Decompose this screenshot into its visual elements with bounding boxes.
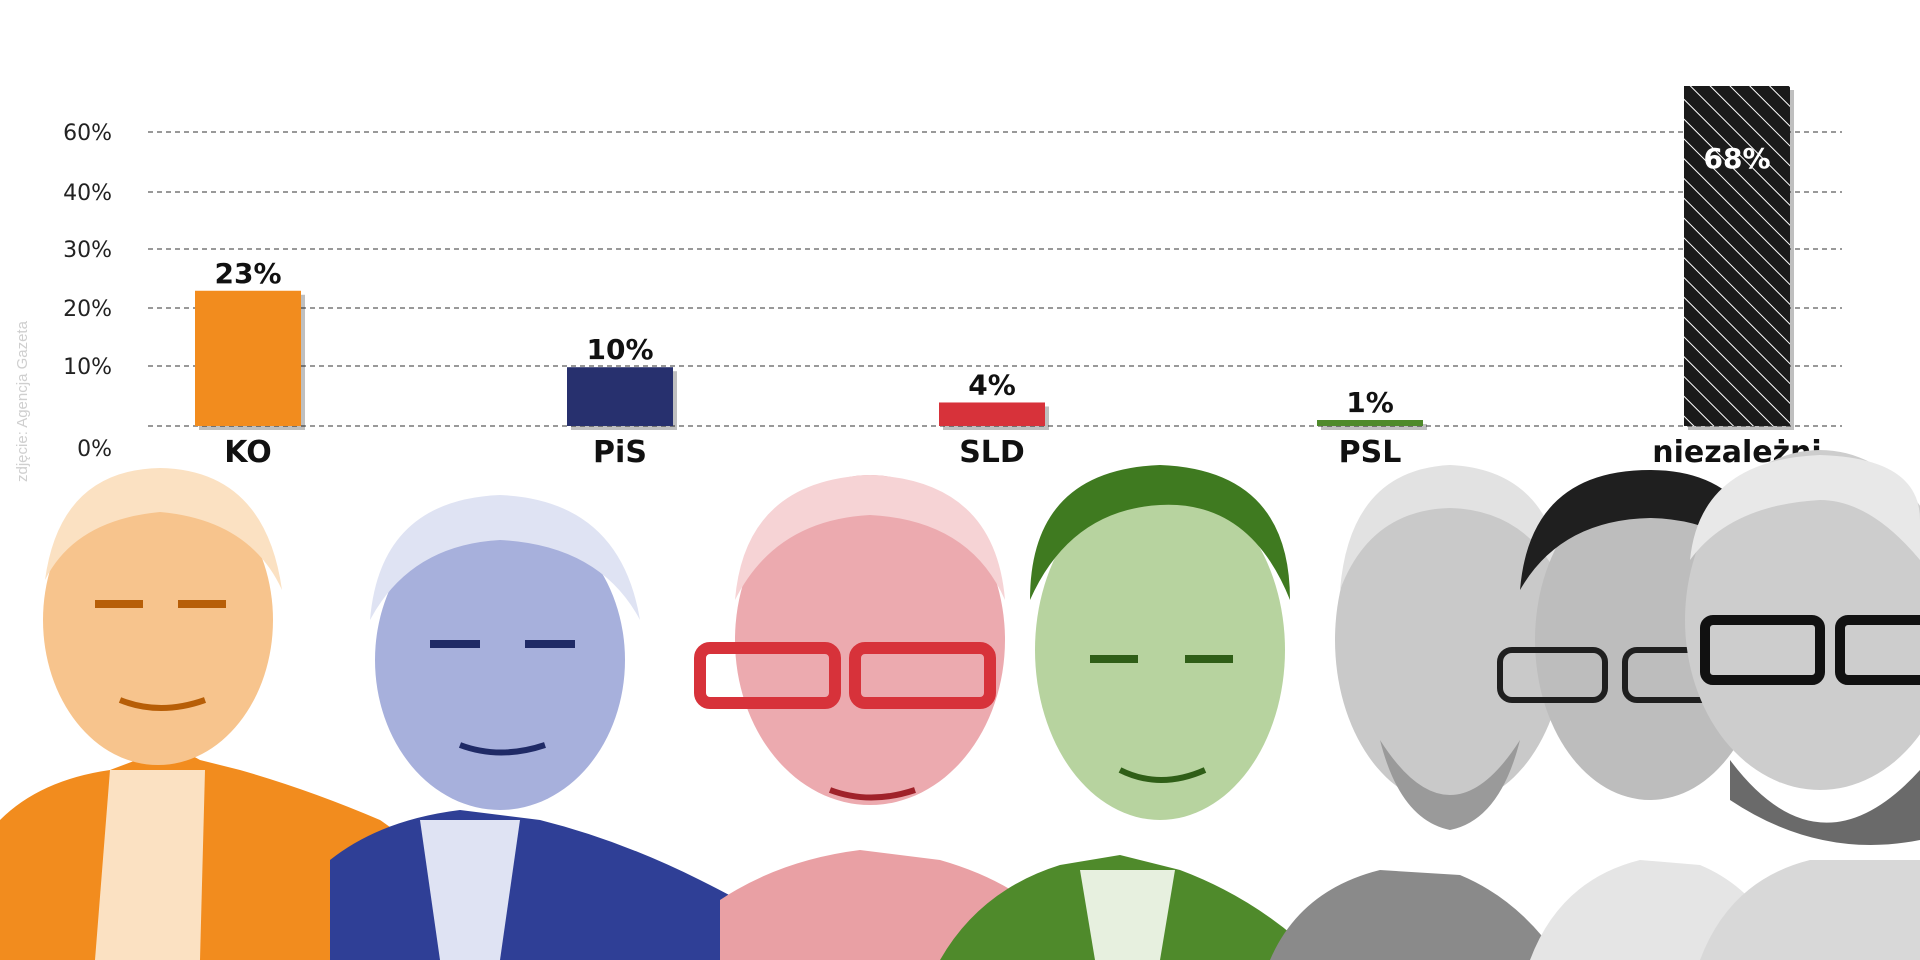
y-tick-label: 20% (63, 297, 112, 322)
bar-pis (567, 367, 673, 426)
value-label: 10% (586, 333, 653, 366)
bar-niezależni (1684, 86, 1790, 426)
y-tick-label: 60% (63, 121, 112, 146)
y-tick-label: 40% (63, 181, 112, 206)
category-label: KO (224, 435, 271, 470)
photo-sld-politician (694, 475, 1070, 960)
value-label: 1% (1346, 386, 1394, 419)
value-label: 4% (968, 368, 1016, 401)
bar-shadow (1321, 424, 1427, 430)
photo-pis-politician (330, 495, 840, 960)
y-tick-label: 30% (63, 238, 112, 263)
bar-chart: 0% 10% 20% 30% 40% 60% 23% KO 10% PiS 4% SLD 1% PSL 6… (63, 86, 1842, 470)
category-label: PiS (593, 435, 647, 470)
y-axis-ticks: 0% 10% 20% 30% 40% 60% (63, 121, 112, 462)
bar-ko (195, 290, 301, 426)
category-label: PSL (1339, 435, 1402, 470)
value-label: 23% (214, 257, 281, 290)
category-label: SLD (959, 435, 1025, 470)
bar-psl (1317, 420, 1423, 426)
y-tick-label: 0% (77, 437, 112, 462)
bars (195, 86, 1794, 430)
value-label: 68% (1703, 142, 1770, 175)
photo-independent-politician-3 (1685, 450, 1920, 960)
bar-sld (939, 402, 1045, 426)
photo-psl-politician (940, 465, 1320, 960)
y-tick-label: 10% (63, 355, 112, 380)
photo-independent-politician-1 (1270, 465, 1565, 960)
